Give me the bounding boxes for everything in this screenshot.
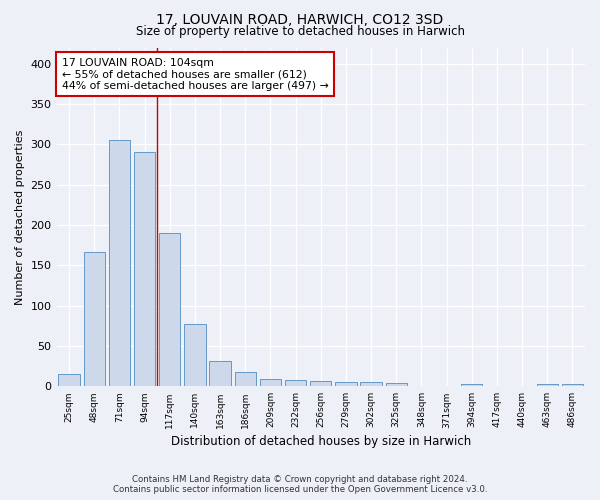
Y-axis label: Number of detached properties: Number of detached properties bbox=[15, 129, 25, 304]
Bar bbox=[386, 383, 407, 386]
Bar bbox=[361, 382, 382, 386]
Text: 17, LOUVAIN ROAD, HARWICH, CO12 3SD: 17, LOUVAIN ROAD, HARWICH, CO12 3SD bbox=[157, 12, 443, 26]
Bar bbox=[58, 374, 80, 386]
X-axis label: Distribution of detached houses by size in Harwich: Distribution of detached houses by size … bbox=[170, 434, 471, 448]
Bar bbox=[562, 384, 583, 386]
Bar bbox=[83, 252, 105, 386]
Bar bbox=[159, 233, 181, 386]
Bar bbox=[461, 384, 482, 386]
Text: Contains HM Land Registry data © Crown copyright and database right 2024.
Contai: Contains HM Land Registry data © Crown c… bbox=[113, 474, 487, 494]
Bar bbox=[235, 372, 256, 386]
Text: 17 LOUVAIN ROAD: 104sqm
← 55% of detached houses are smaller (612)
44% of semi-d: 17 LOUVAIN ROAD: 104sqm ← 55% of detache… bbox=[62, 58, 329, 91]
Bar bbox=[536, 384, 558, 386]
Text: Size of property relative to detached houses in Harwich: Size of property relative to detached ho… bbox=[136, 25, 464, 38]
Bar bbox=[134, 152, 155, 386]
Bar bbox=[260, 379, 281, 386]
Bar bbox=[285, 380, 307, 386]
Bar bbox=[184, 324, 206, 386]
Bar bbox=[310, 382, 331, 386]
Bar bbox=[209, 360, 231, 386]
Bar bbox=[109, 140, 130, 386]
Bar bbox=[335, 382, 356, 386]
